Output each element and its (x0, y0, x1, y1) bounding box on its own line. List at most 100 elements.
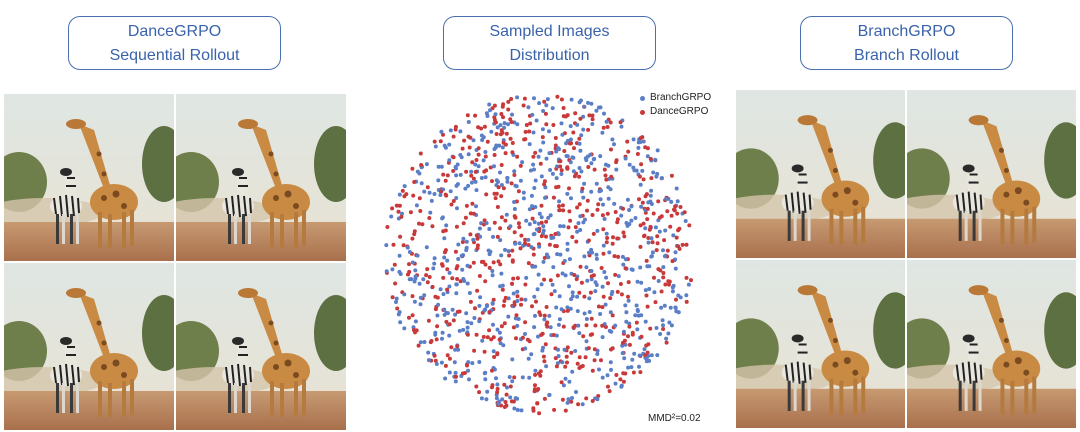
scatter-point (594, 256, 599, 261)
scatter-point (474, 332, 479, 337)
scatter-point (553, 232, 558, 236)
scatter-point (417, 281, 422, 286)
scatter-point (670, 259, 675, 264)
scatter-point (482, 169, 487, 174)
scatter-point (633, 216, 638, 220)
scatter-point (509, 120, 514, 124)
scatter-point (640, 168, 645, 173)
scatter-point (574, 277, 579, 282)
scatter-point (456, 347, 461, 352)
scatter-point (558, 159, 563, 164)
scatter-point (565, 308, 570, 313)
scatter-point (460, 240, 465, 244)
scatter-point (499, 253, 504, 258)
scatter-point (541, 259, 546, 264)
scatter-point (676, 310, 681, 315)
scatter-point (522, 96, 527, 101)
dancegrpo-image-1 (4, 94, 174, 261)
scatter-point (673, 250, 678, 255)
scatter-point (568, 218, 573, 223)
scatter-point (612, 142, 616, 147)
scatter-point (487, 310, 492, 314)
scatter-point (445, 173, 450, 178)
scatter-point (605, 211, 610, 216)
scatter-point (590, 368, 595, 373)
scatter-point (653, 300, 658, 305)
scatter-point (502, 299, 507, 303)
scatter-point (433, 144, 438, 149)
dancegrpo-image-2 (176, 94, 346, 261)
scatter-point (461, 221, 466, 226)
dancegrpo-image-4 (176, 263, 346, 430)
scatter-point (555, 273, 560, 278)
scatter-point (650, 250, 655, 255)
scatter-point (619, 292, 624, 297)
scatter-point (495, 125, 500, 130)
mmd-value: MMD²=0.02 (648, 413, 701, 424)
scatter-point (613, 381, 618, 386)
scatter-point (644, 293, 649, 298)
scatter-point (495, 390, 500, 395)
scatter-point (661, 327, 666, 331)
scatter-point (575, 122, 580, 127)
scatter-point (479, 126, 484, 131)
dancegrpo-title-box: DanceGRPO Sequential Rollout (68, 16, 281, 70)
scatter-point (415, 169, 420, 174)
scatter-point (471, 260, 476, 265)
scatter-point (638, 223, 643, 228)
scatter-point (472, 316, 477, 320)
giraffe-zebra-image (736, 260, 905, 428)
scatter-point (606, 185, 611, 190)
scatter-point (532, 232, 537, 236)
scatter-point (540, 127, 545, 132)
scatter-point (530, 112, 535, 117)
scatter-point (513, 241, 518, 246)
scatter-point (666, 331, 671, 336)
scatter-point (543, 342, 548, 347)
scatter-point (579, 133, 584, 138)
scatter-point (535, 287, 540, 292)
scatter-point (623, 303, 628, 308)
scatter-point (504, 403, 509, 408)
scatter-point (567, 141, 572, 146)
scatter-point (532, 186, 537, 190)
scatter-point (576, 221, 581, 226)
scatter-point (464, 245, 469, 250)
scatter-point (670, 289, 675, 294)
scatter-point (603, 302, 608, 307)
scatter-point (605, 125, 610, 129)
scatter-point (607, 328, 612, 333)
scatter-point (569, 196, 573, 201)
scatter-point (674, 297, 678, 302)
scatter-point (488, 165, 493, 170)
scatter-point (451, 155, 456, 160)
scatter-point (558, 252, 563, 257)
scatter-point (398, 234, 403, 239)
scatter-point (539, 215, 544, 220)
scatter-point (418, 151, 423, 156)
scatter-point (532, 220, 537, 225)
scatter-point (598, 312, 603, 316)
scatter-point (504, 212, 509, 217)
branchgrpo-image-1 (736, 90, 905, 258)
scatter-point (494, 143, 499, 148)
scatter-point (563, 376, 568, 381)
scatter-point (531, 252, 536, 257)
scatter-point (465, 281, 470, 286)
scatter-point (467, 377, 471, 382)
scatter-point (641, 221, 646, 226)
dancegrpo-image-grid (4, 94, 346, 430)
scatter-point (609, 367, 613, 372)
scatter-point (581, 114, 586, 119)
scatter-point (413, 276, 418, 281)
scatter-point (619, 124, 624, 129)
scatter-point (643, 194, 648, 199)
scatter-point (546, 215, 551, 220)
scatter-point (639, 204, 644, 209)
scatter-point (453, 249, 458, 254)
scatter-point (619, 383, 624, 388)
scatter-point (637, 353, 642, 358)
scatter-point (492, 220, 497, 225)
scatter-point (527, 222, 532, 227)
scatter-point (496, 185, 501, 190)
